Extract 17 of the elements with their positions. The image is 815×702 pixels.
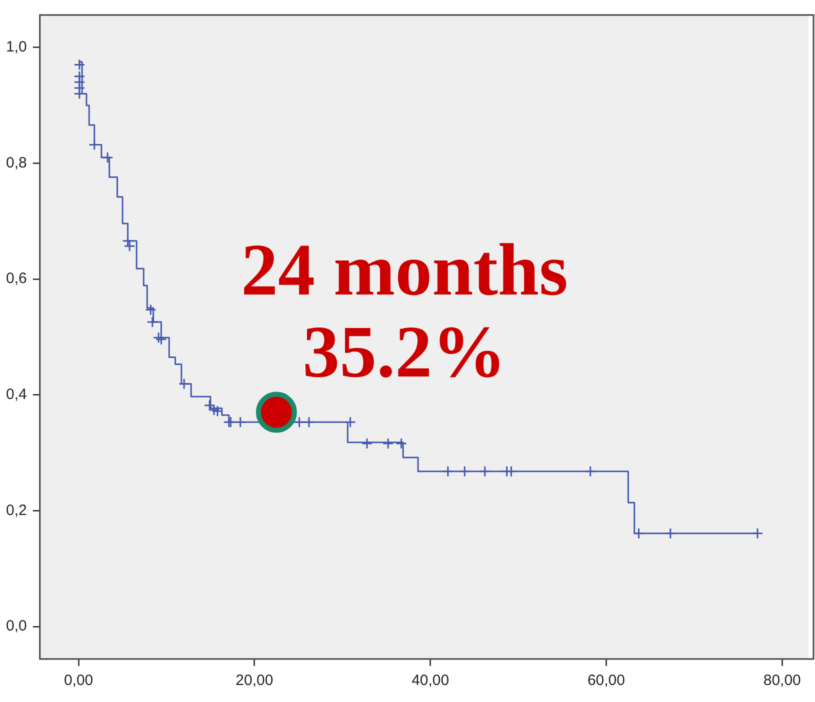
x-tick-label: 60,00: [587, 672, 625, 690]
point: [361, 438, 373, 450]
x-tick-label: 0,00: [64, 672, 94, 690]
y-tick-label: 1,0: [6, 38, 27, 56]
y-tick-label: 0,8: [6, 154, 27, 172]
point: [396, 438, 408, 450]
point: [144, 304, 156, 316]
x-tick-label: 80,00: [763, 672, 801, 690]
point: [382, 438, 394, 450]
x-tick-label: 20,00: [236, 672, 274, 690]
y-tick-label: 0,0: [6, 618, 27, 635]
y-tick-label: 0,4: [6, 386, 27, 404]
point: [74, 59, 86, 71]
x-tick-label: 40,00: [412, 672, 450, 690]
y-tick-label: 0,2: [6, 502, 27, 519]
annotation: 24 months 35.2%: [240, 229, 568, 394]
y-tick-label: 0,6: [6, 270, 27, 288]
